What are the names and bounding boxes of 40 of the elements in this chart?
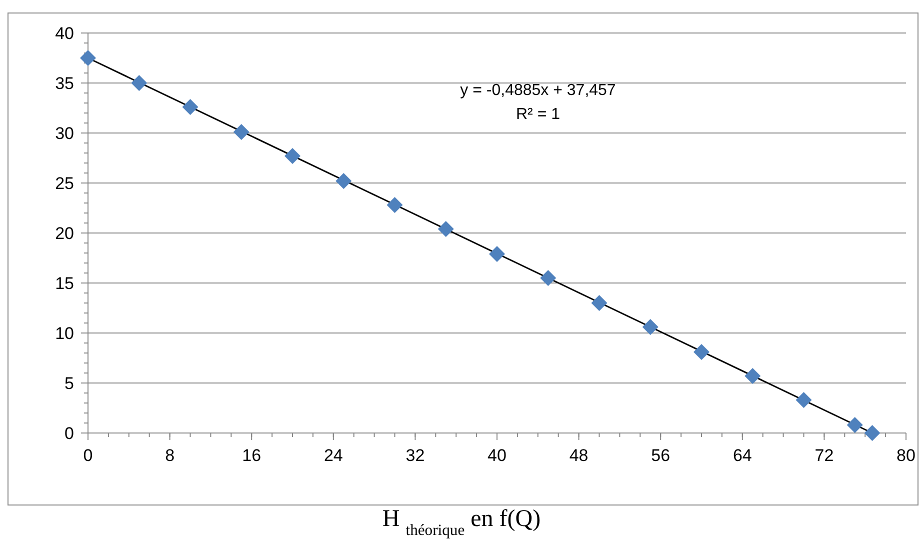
y-tick-label: 35 (55, 74, 74, 93)
y-tick-label: 0 (64, 424, 74, 443)
point (846, 417, 863, 433)
x-tick-label: 48 (569, 446, 588, 465)
x-tick-label: 40 (488, 446, 506, 465)
point (182, 99, 198, 115)
x-tick-label: 8 (165, 446, 175, 465)
point (744, 368, 761, 384)
point (233, 124, 250, 140)
y-tick-label: 25 (55, 174, 74, 193)
y-tick-label: 15 (55, 274, 74, 293)
point (336, 173, 352, 189)
point (284, 148, 300, 164)
point (864, 425, 880, 441)
annotation: R² = 1 (516, 106, 560, 123)
x-tick-label: 24 (324, 446, 343, 465)
point (591, 295, 608, 311)
y-tick-label: 20 (55, 224, 74, 243)
y-tick-label: 5 (64, 374, 74, 393)
x-tick-label: 16 (242, 446, 262, 465)
y-tick-label: 30 (55, 124, 74, 143)
x-tick-label: 32 (406, 446, 425, 465)
x-tick-label: 72 (814, 446, 834, 465)
point (438, 221, 454, 237)
point (694, 344, 710, 360)
annotation: y = -0,4885x + 37,457 (460, 82, 616, 99)
y-tick-label: 40 (55, 24, 74, 43)
x-tick-label: 56 (651, 446, 670, 465)
y-tick-label: 10 (55, 324, 74, 343)
point (489, 246, 505, 262)
x-axis-title: H $_{théorique}$ en f(Q) (382, 506, 541, 538)
point (796, 392, 812, 408)
x-tick-label: 0 (83, 446, 93, 465)
point (386, 197, 403, 213)
point (642, 319, 658, 335)
point (540, 270, 556, 286)
x-tick-label: 80 (896, 446, 916, 465)
point (80, 50, 96, 66)
x-tick-label: 64 (732, 446, 752, 465)
point (131, 75, 148, 91)
